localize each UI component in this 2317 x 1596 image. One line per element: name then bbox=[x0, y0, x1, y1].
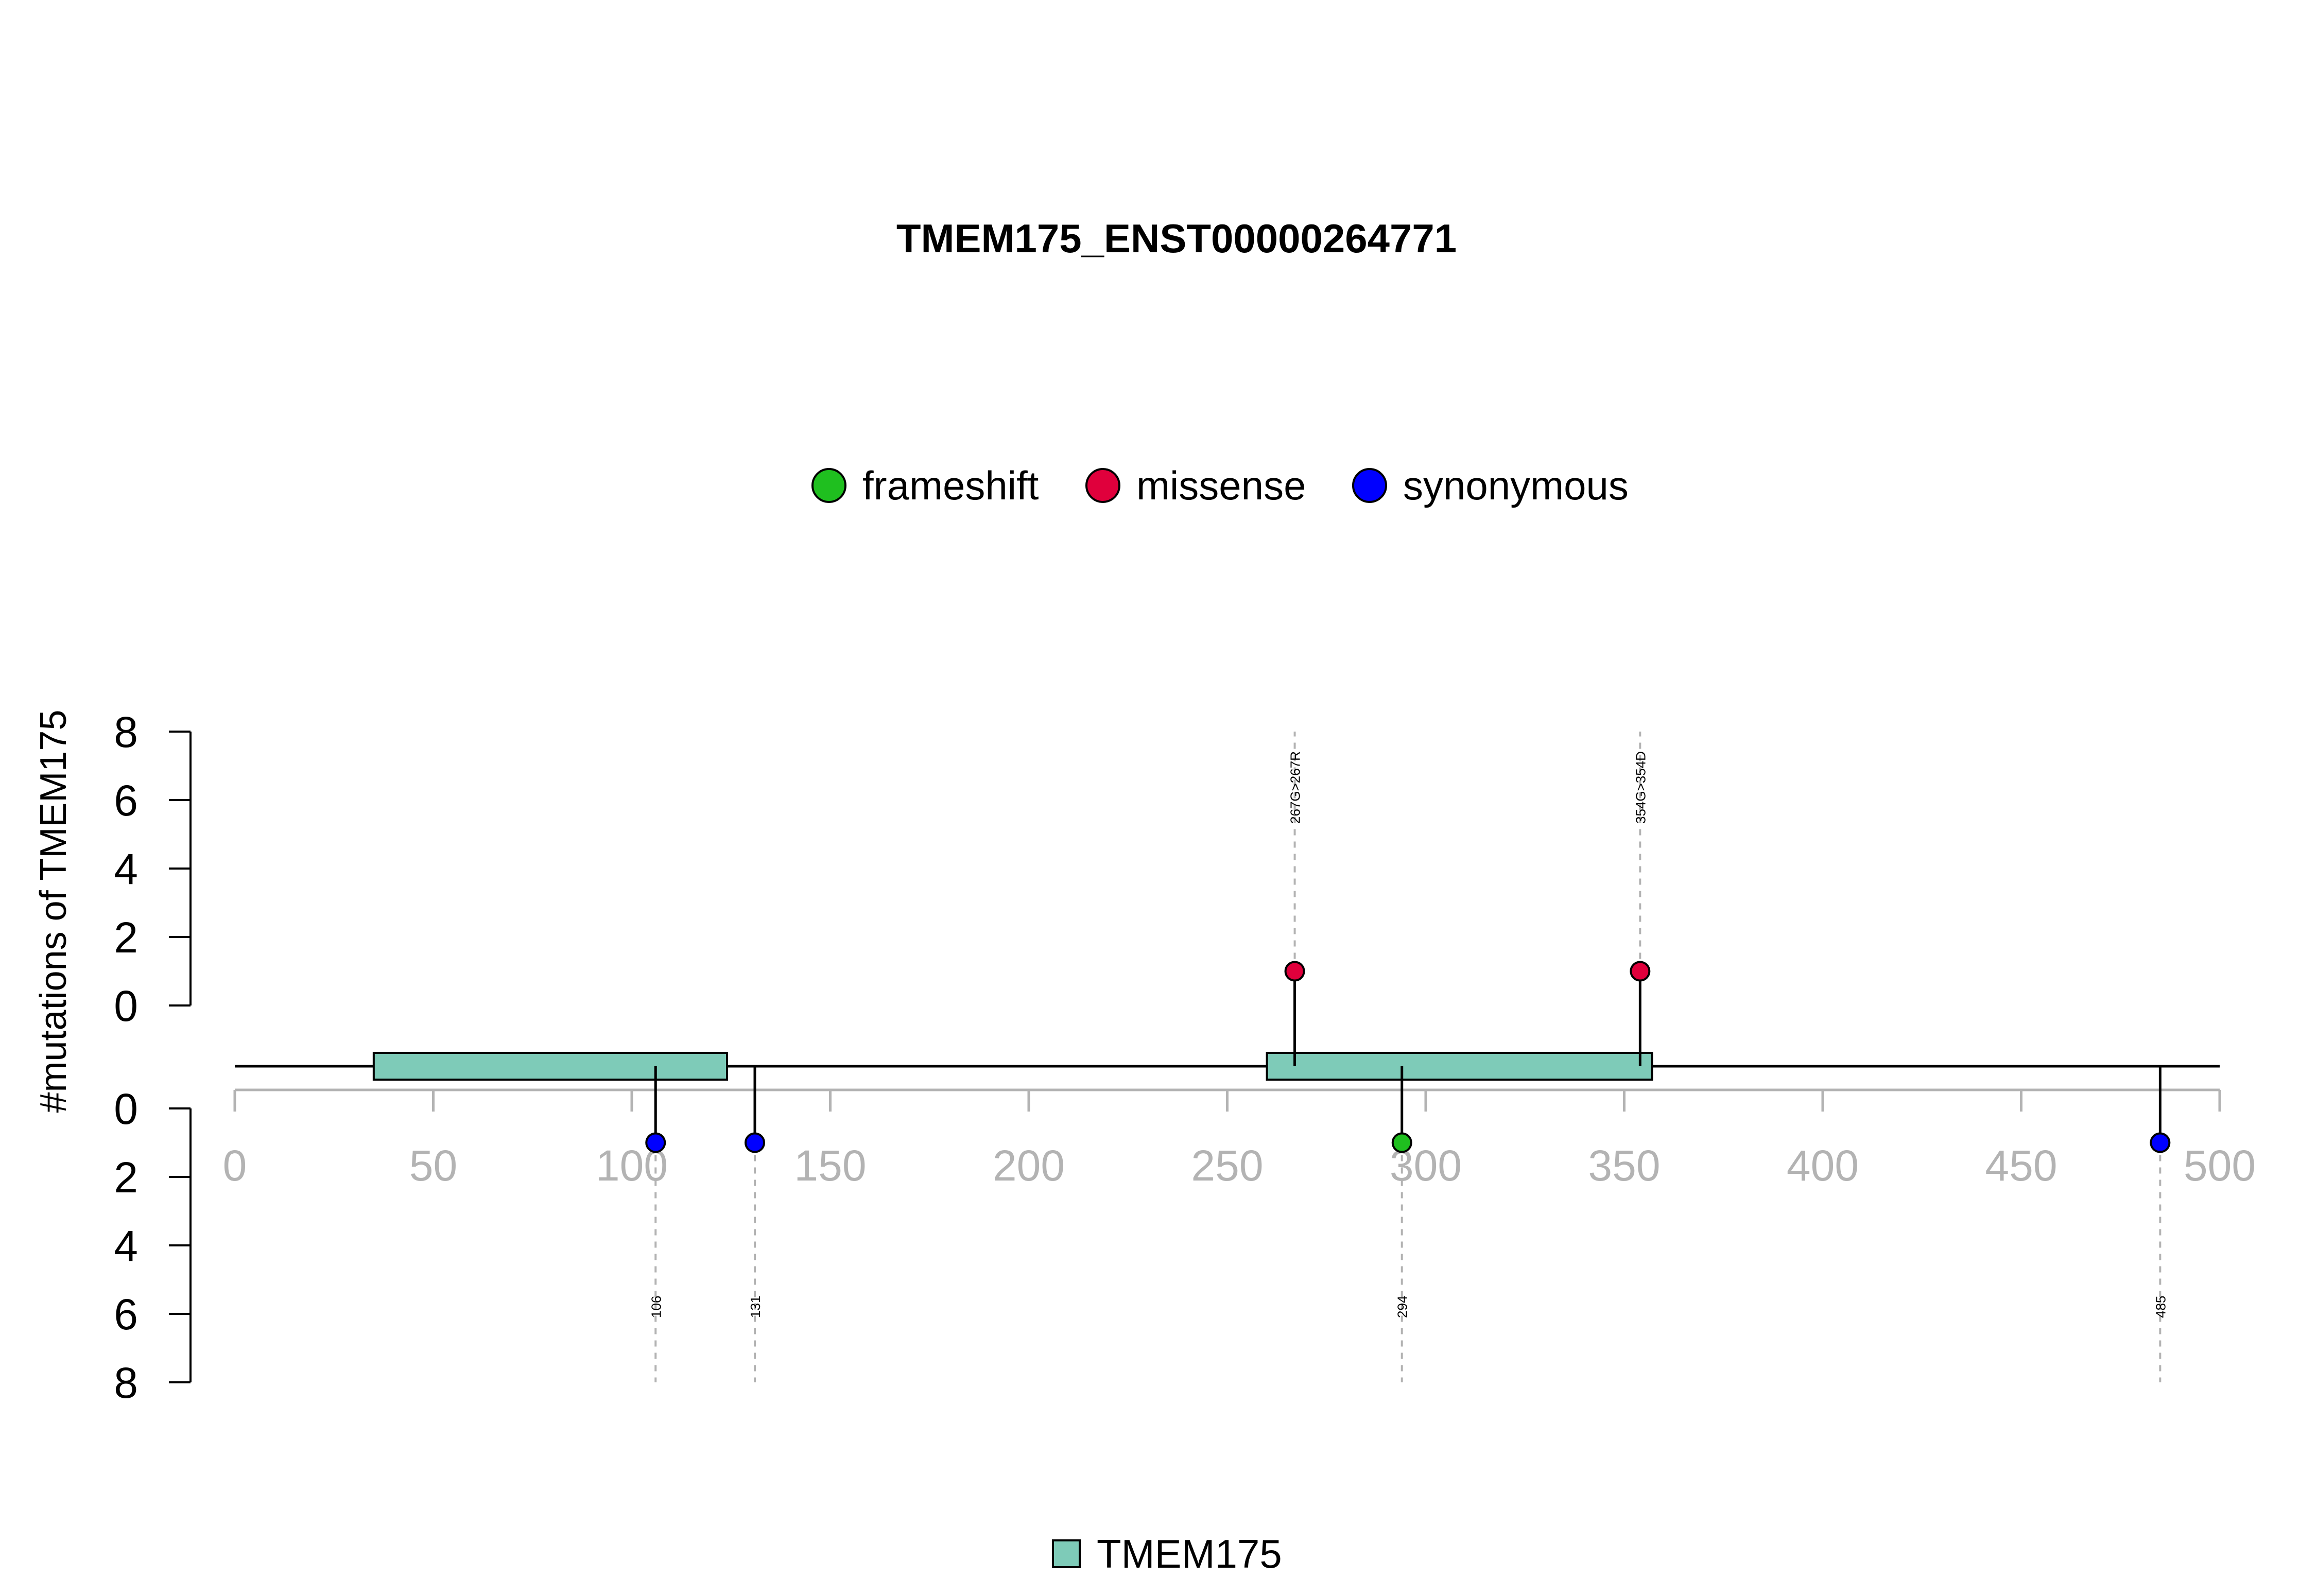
mutation-label-top: 267G>267R bbox=[1288, 751, 1303, 824]
domain-legend-label: TMEM175 bbox=[1097, 1531, 1282, 1576]
legend-label-synonymous: synonymous bbox=[1403, 463, 1629, 508]
y-tick-label-top: 0 bbox=[114, 982, 138, 1030]
x-tick-label: 250 bbox=[1191, 1141, 1263, 1190]
y-tick-label-top: 6 bbox=[114, 776, 138, 825]
x-tick-label: 0 bbox=[223, 1141, 247, 1190]
mutation-point-synonymous bbox=[745, 1132, 766, 1153]
y-tick-label-top: 8 bbox=[114, 708, 138, 756]
x-tick-label: 350 bbox=[1588, 1141, 1660, 1190]
mutation-point-synonymous bbox=[2150, 1132, 2171, 1153]
mutation-label-top: 354G>354D bbox=[1633, 751, 1648, 824]
mutation-type-legend: frameshift missense synonymous bbox=[811, 463, 1629, 508]
mutation-label-bottom: 131 bbox=[748, 1296, 763, 1318]
x-tick-label: 450 bbox=[1985, 1141, 2057, 1190]
legend-label-frameshift: frameshift bbox=[862, 463, 1039, 508]
domain-legend: TMEM175 bbox=[1052, 1531, 1282, 1576]
mutation-label-bottom: 106 bbox=[648, 1296, 664, 1318]
legend-swatch-missense bbox=[1085, 468, 1120, 503]
x-tick-label: 50 bbox=[409, 1141, 457, 1190]
mutation-point-synonymous bbox=[645, 1132, 666, 1153]
mutation-point-missense bbox=[1284, 961, 1305, 982]
domain-TMEM175 bbox=[372, 1052, 729, 1081]
mutation-label-bottom: 294 bbox=[1395, 1296, 1410, 1318]
y-tick-label-top: 2 bbox=[114, 913, 138, 962]
domain-TMEM175 bbox=[1266, 1052, 1653, 1081]
y-tick-label-bottom: 4 bbox=[114, 1222, 138, 1270]
chart-title: TMEM175_ENST00000264771 bbox=[896, 216, 1457, 261]
y-tick-label-top: 4 bbox=[114, 845, 138, 893]
mutation-label-bottom: 485 bbox=[2153, 1296, 2168, 1318]
y-tick-label-bottom: 2 bbox=[114, 1153, 138, 1202]
legend-swatch-frameshift bbox=[811, 468, 846, 503]
y-tick-label-bottom: 6 bbox=[114, 1290, 138, 1339]
y-tick-label-bottom: 8 bbox=[114, 1359, 138, 1407]
legend-label-missense: missense bbox=[1136, 463, 1306, 508]
domain-legend-swatch bbox=[1052, 1539, 1081, 1568]
x-tick-label: 400 bbox=[1787, 1141, 1859, 1190]
x-tick-label: 150 bbox=[794, 1141, 866, 1190]
x-tick-label: 200 bbox=[993, 1141, 1065, 1190]
y-axis-label: #mutations of TMEM175 bbox=[33, 709, 74, 1113]
x-tick-label: 500 bbox=[2184, 1141, 2256, 1190]
legend-swatch-synonymous bbox=[1352, 468, 1387, 503]
y-tick-label-bottom: 0 bbox=[114, 1085, 138, 1133]
mutation-point-missense bbox=[1630, 961, 1651, 982]
mutation-point-frameshift bbox=[1391, 1132, 1412, 1153]
